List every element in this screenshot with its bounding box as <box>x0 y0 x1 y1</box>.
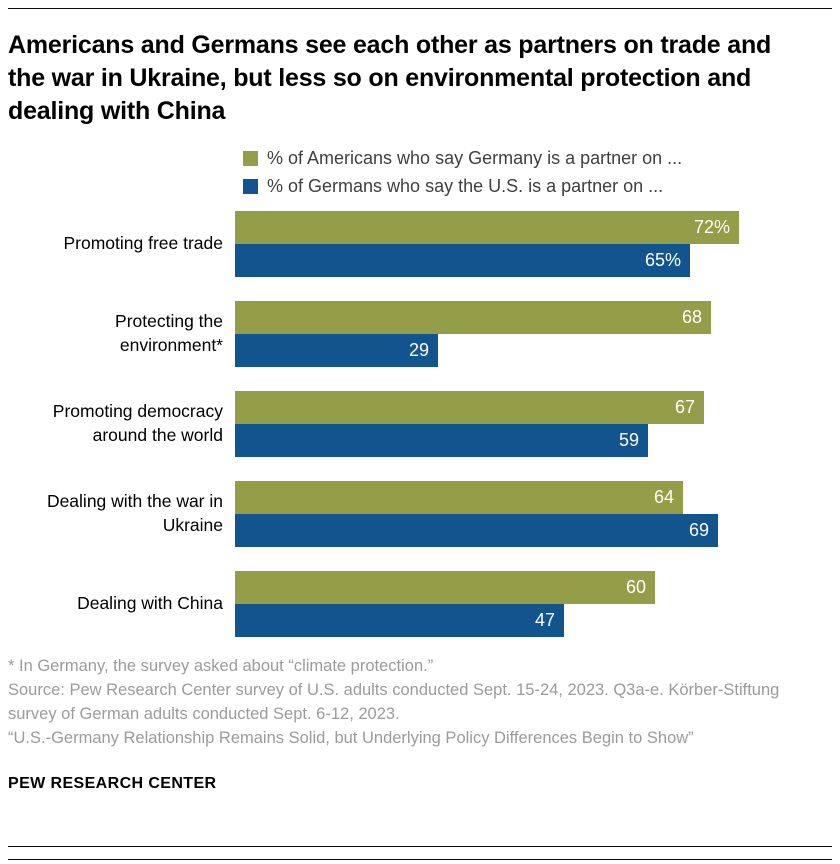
bottom-divider-1 <box>8 846 832 847</box>
bar-value-label: 69 <box>688 520 709 540</box>
bar-americans: 68 <box>235 301 711 334</box>
chart-group: Promoting free trade 72% 65% <box>8 211 832 277</box>
footnote-source: Source: Pew Research Center survey of U.… <box>8 680 780 723</box>
bar-value-label: 64 <box>653 487 674 507</box>
category-label: Dealing with China <box>77 593 223 614</box>
bar-value-label: 59 <box>618 430 639 450</box>
bar-value-label: 68 <box>681 307 702 327</box>
bar-americans: 60 <box>235 571 655 604</box>
bar-americans: 64 <box>235 481 683 514</box>
chart-group: Protecting the environment* 68 29 <box>8 301 832 367</box>
bar-value-label: 47 <box>534 610 555 630</box>
bar-pair: 67 59 <box>235 391 832 457</box>
category-label: Promoting democracy around the world <box>52 401 223 445</box>
bar-value-label: 65% <box>644 250 681 270</box>
chart-footnotes: * In Germany, the survey asked about “cl… <box>8 655 828 751</box>
chart-title: Americans and Germans see each other as … <box>8 31 772 125</box>
bar-value-label: 60 <box>625 577 646 597</box>
legend-item-germans: % of Germans who say the U.S. is a partn… <box>243 176 832 197</box>
category-label: Protecting the environment* <box>115 311 223 355</box>
chart-group: Dealing with China 60 47 <box>8 571 832 637</box>
chart-legend: % of Americans who say Germany is a part… <box>243 148 832 197</box>
legend-item-americans: % of Americans who say Germany is a part… <box>243 148 832 169</box>
footnote-asterisk: * In Germany, the survey asked about “cl… <box>8 657 434 675</box>
bar-germans: 59 <box>235 424 648 457</box>
bar-value-label: 29 <box>408 340 429 360</box>
bottom-divider-2 <box>8 859 832 860</box>
bar-germans: 29 <box>235 334 438 367</box>
bar-germans: 65% <box>235 244 690 277</box>
bar-germans: 47 <box>235 604 564 637</box>
legend-label-americans: % of Americans who say Germany is a part… <box>267 148 683 168</box>
bar-pair: 64 69 <box>235 481 832 547</box>
bar-value-label: 67 <box>674 397 695 417</box>
category-label: Dealing with the war in Ukraine <box>46 491 223 535</box>
chart-group: Dealing with the war in Ukraine 64 69 <box>8 481 832 547</box>
brand-label: PEW RESEARCH CENTER <box>8 774 217 792</box>
bar-pair: 68 29 <box>235 301 832 367</box>
chart-group: Promoting democracy around the world 67 59 <box>8 391 832 457</box>
legend-swatch-germans <box>243 179 258 194</box>
legend-label-germans: % of Germans who say the U.S. is a partn… <box>267 176 664 196</box>
bar-americans: 72% <box>235 211 739 244</box>
category-label: Promoting free trade <box>63 233 223 254</box>
bar-pair: 72% 65% <box>235 211 832 277</box>
bar-pair: 60 47 <box>235 571 832 637</box>
footnote-report-title: “U.S.-Germany Relationship Remains Solid… <box>8 728 694 747</box>
top-divider <box>8 8 832 9</box>
bar-chart: Promoting free trade 72% 65% Protecting the… <box>8 211 832 637</box>
bar-value-label: 72% <box>693 217 730 237</box>
bar-germans: 69 <box>235 514 718 547</box>
bar-americans: 67 <box>235 391 704 424</box>
legend-swatch-americans <box>243 151 258 166</box>
